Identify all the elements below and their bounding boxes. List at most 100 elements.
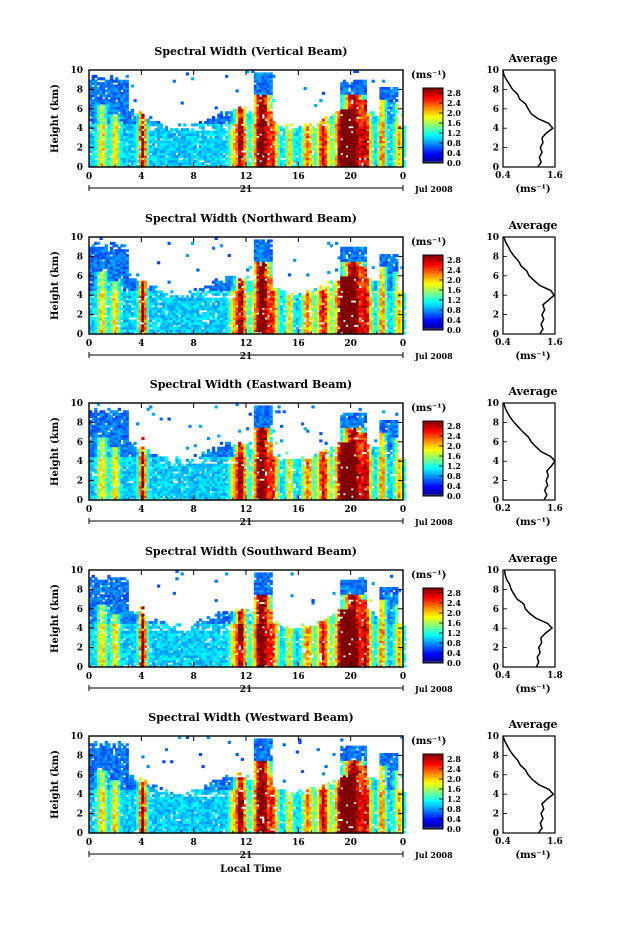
heatmap-cell: [128, 137, 132, 141]
heatmap-cell: [185, 135, 190, 139]
heatmap-cell: [316, 142, 320, 146]
heatmap-cell: [256, 108, 260, 112]
heatmap-cell: [261, 91, 265, 95]
heatmap-cell: [321, 120, 326, 124]
heatmap-cell: [170, 157, 174, 161]
heatmap-cell: [196, 147, 200, 151]
heatmap-cell: [358, 135, 362, 139]
heatmap-cell: [193, 140, 197, 144]
heatmap-cell: [230, 157, 234, 161]
heatmap-cell: [238, 154, 242, 158]
heatmap-cell: [107, 154, 111, 158]
heatmap-cell: [102, 130, 106, 134]
heatmap-cell: [285, 135, 289, 139]
heatmap-cell: [99, 101, 103, 105]
heatmap-cell: [382, 106, 386, 110]
heatmap-cell: [238, 157, 242, 161]
heatmap-cell: [89, 147, 93, 151]
heatmap-cell: [183, 130, 187, 134]
heatmap-cell: [264, 164, 268, 168]
heatmap-cell: [253, 106, 258, 110]
heatmap-cell: [376, 159, 381, 163]
heatmap-cell: [185, 162, 190, 166]
heatmap-cell: [319, 147, 323, 151]
heatmap-cell: [235, 145, 239, 149]
heatmap-cell: [358, 159, 362, 163]
heatmap-cell: [91, 116, 95, 120]
heatmap-cell: [287, 137, 292, 141]
heatmap-cell: [324, 137, 328, 141]
heatmap-cell: [120, 118, 124, 122]
heatmap-cell: [345, 120, 349, 124]
heatmap-cell: [240, 128, 244, 132]
heatmap-cell: [261, 79, 265, 83]
heatmap-cell: [193, 123, 197, 127]
heatmap-cell: [361, 82, 365, 86]
heatmap-cell: [133, 152, 137, 156]
heatmap-cell: [180, 162, 184, 166]
heatmap-cell: [206, 142, 210, 146]
heatmap-cell: [238, 128, 242, 132]
heatmap-cell: [314, 150, 318, 154]
heatmap-cell: [115, 116, 119, 120]
heatmap-cell: [123, 89, 127, 93]
heatmap-cell: [115, 89, 119, 93]
heatmap-cell: [128, 116, 132, 120]
heatmap-cell: [136, 137, 140, 141]
heatmap-cell: [146, 159, 150, 163]
heatmap-cell: [204, 137, 208, 141]
y-tick-label: 0: [77, 163, 83, 173]
heatmap-cell: [102, 159, 106, 163]
heatmap-cell: [172, 140, 176, 144]
panel-title: Spectral Width (Vertical Beam): [154, 45, 347, 58]
heatmap-cell: [170, 145, 174, 149]
heatmap-cell: [340, 108, 344, 112]
heatmap-cell: [266, 140, 271, 144]
heatmap-cell: [290, 135, 294, 139]
heatmap-cell: [143, 123, 148, 127]
heatmap-cell: [201, 152, 205, 156]
heatmap-cell: [109, 77, 114, 81]
heatmap-cell: [219, 133, 224, 137]
heatmap-cell: [112, 116, 116, 120]
heatmap-cell: [104, 157, 108, 161]
heatmap-cell: [363, 162, 367, 166]
heatmap-cell: [217, 120, 221, 124]
heatmap-cell: [196, 140, 200, 144]
heatmap-cell: [287, 154, 292, 158]
heatmap-cell: [204, 152, 208, 156]
heatmap-cell: [374, 150, 378, 154]
heatmap-cell: [201, 154, 205, 158]
heatmap-cell: [91, 99, 95, 103]
heatmap-cell: [180, 133, 184, 137]
heatmap-cell: [334, 159, 339, 163]
heatmap-cell: [123, 162, 127, 166]
heatmap-cell: [269, 147, 273, 151]
heatmap-cell: [376, 133, 381, 137]
heatmap-cell: [350, 128, 354, 132]
heatmap-cell: [201, 123, 205, 127]
heatmap-cell: [112, 128, 116, 132]
heatmap-cell: [264, 108, 268, 112]
heatmap-cell: [319, 137, 323, 141]
heatmap-cell: [238, 137, 242, 141]
heatmap-cell: [232, 275, 237, 279]
heatmap-cell: [214, 150, 218, 154]
heatmap-cell: [102, 135, 106, 139]
heatmap-cell: [329, 120, 333, 124]
heatmap-cell: [371, 135, 375, 139]
heatmap-cell: [363, 159, 367, 163]
heatmap-cell: [306, 152, 310, 156]
heatmap-cell: [285, 154, 289, 158]
heatmap-cell: [138, 135, 142, 139]
heatmap-cell: [115, 103, 119, 107]
heatmap-cell: [327, 142, 331, 146]
heatmap-cell: [198, 147, 203, 151]
heatmap-cell: [96, 159, 101, 163]
heatmap-cell: [222, 133, 226, 137]
heatmap-cell: [175, 128, 179, 132]
heatmap-cell: [112, 159, 116, 163]
heatmap-cell: [185, 164, 190, 168]
heatmap-cell: [290, 145, 294, 149]
heatmap-cell: [89, 154, 93, 158]
